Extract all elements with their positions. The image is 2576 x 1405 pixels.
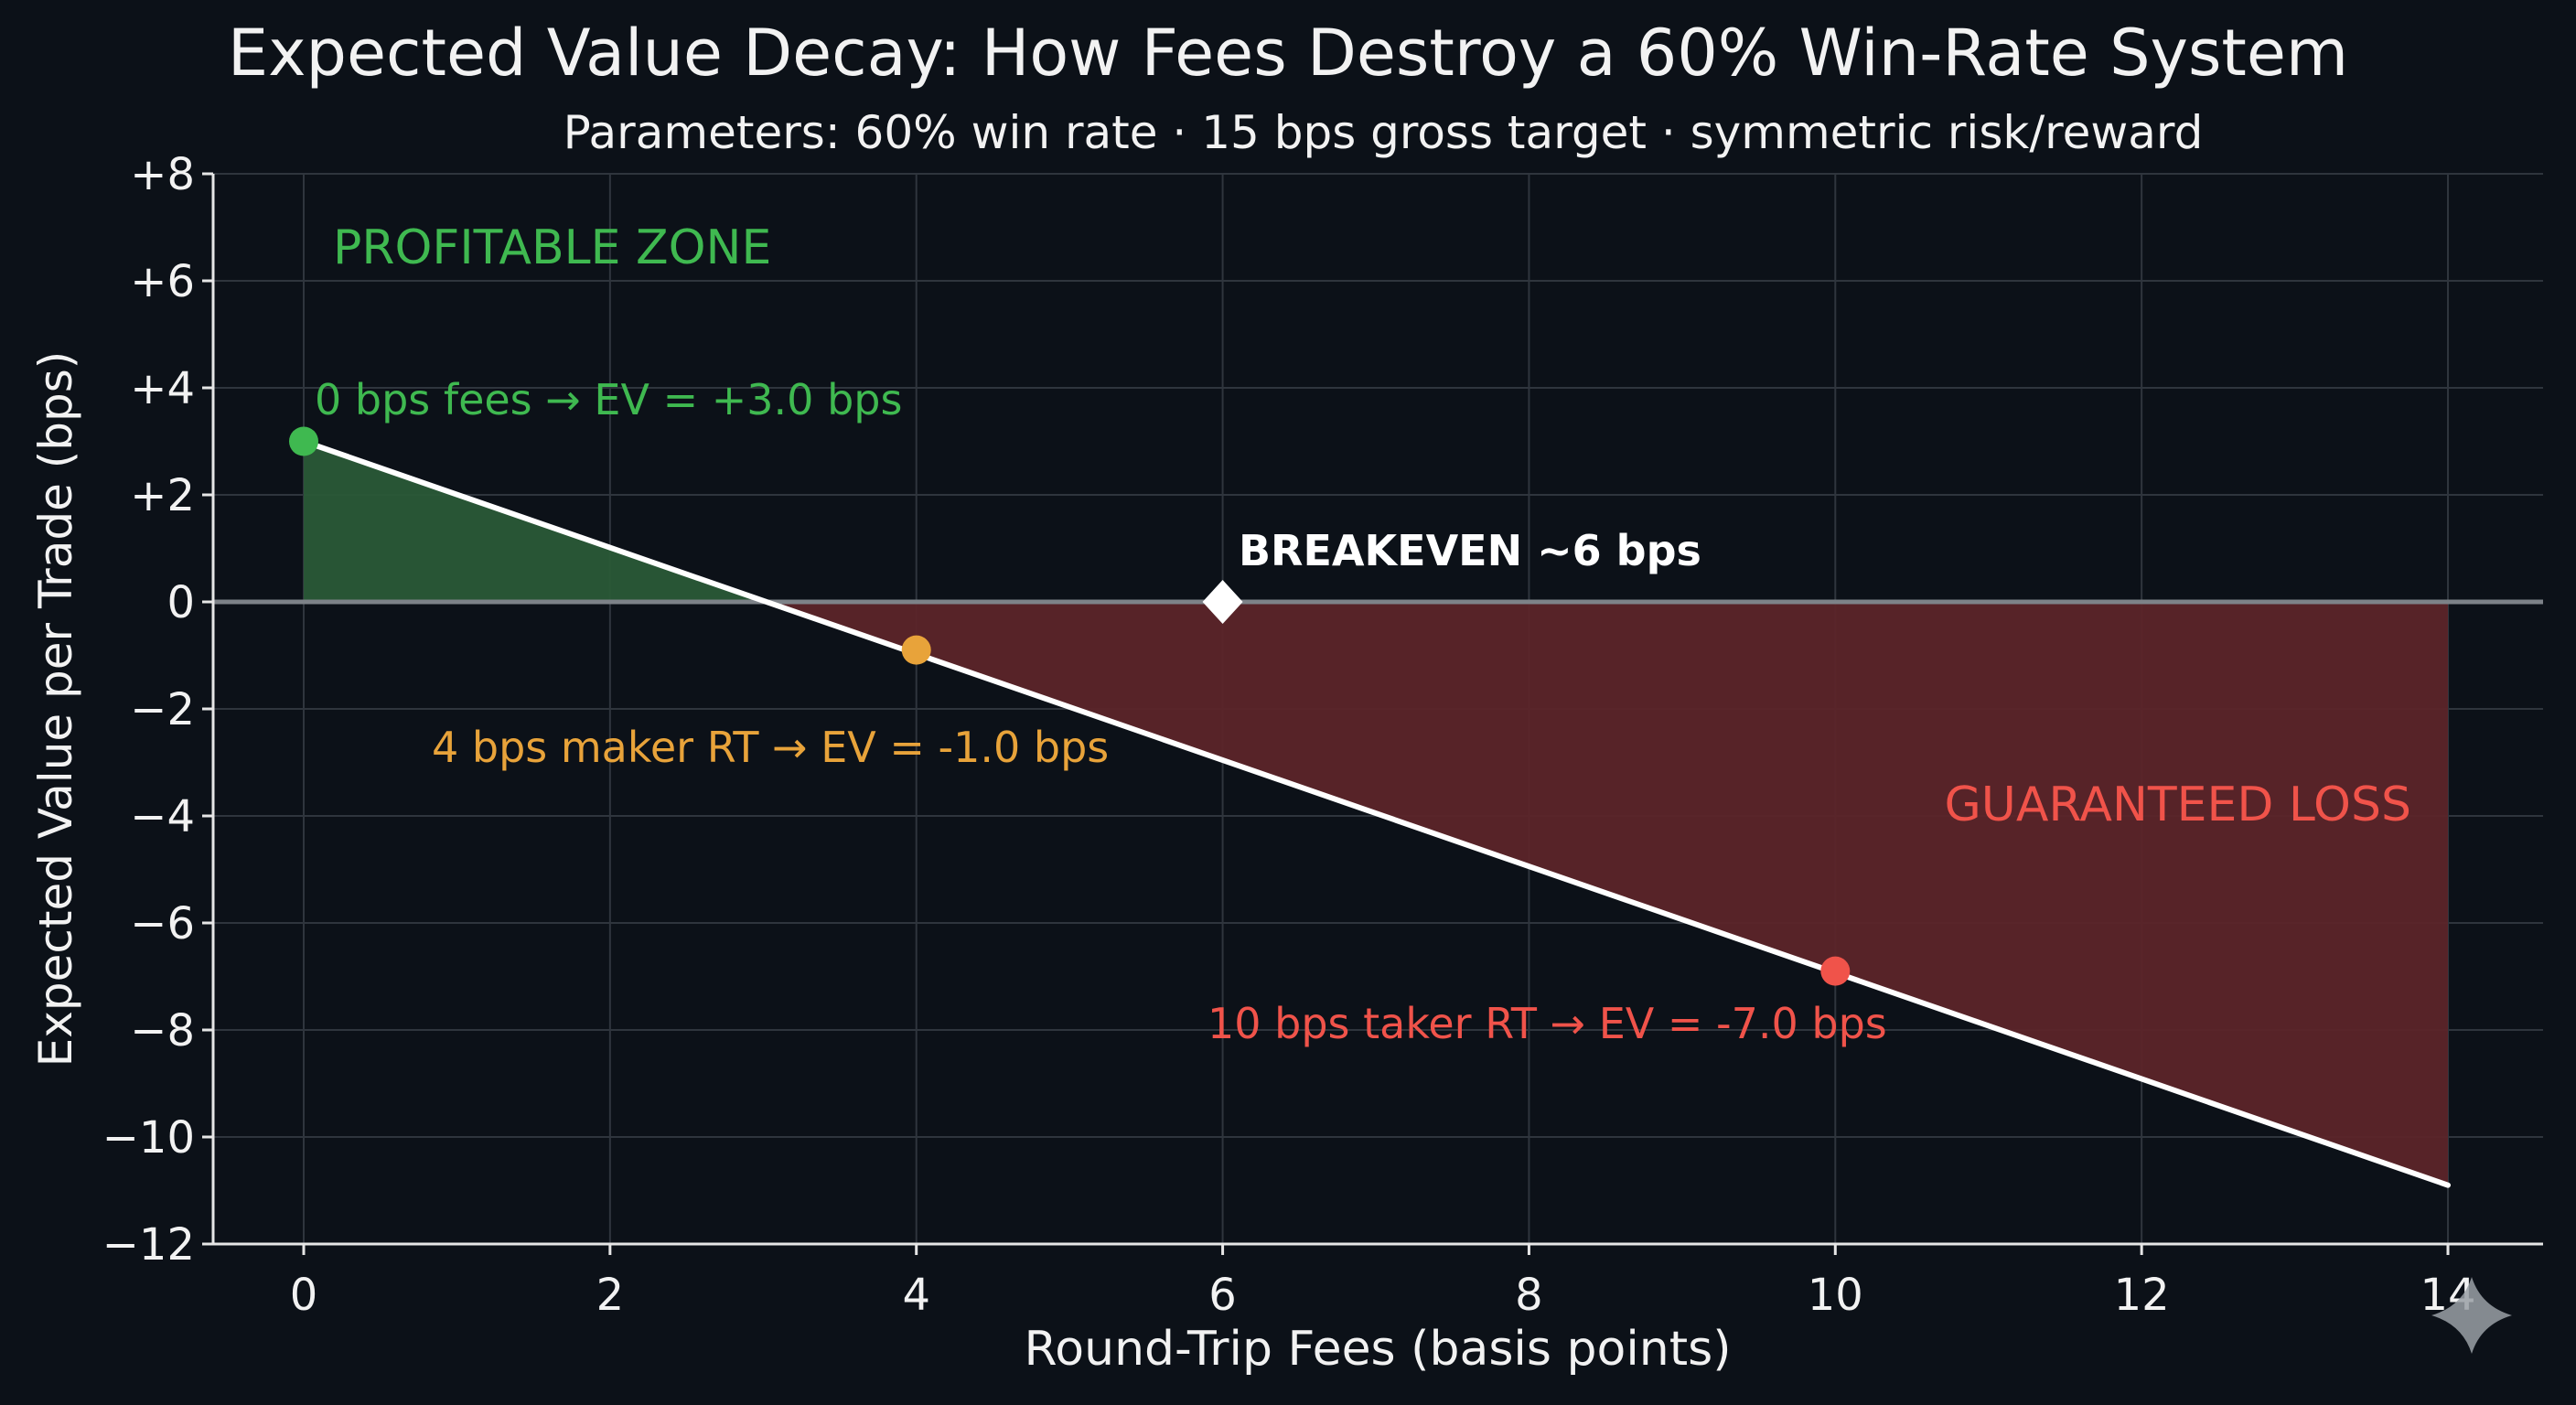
y-tick-label: +6: [130, 256, 195, 307]
x-tick-label: 12: [2114, 1270, 2170, 1321]
y-tick-label: +2: [130, 470, 195, 521]
annotations: PROFITABLE ZONE GUARANTEED LOSS 0 bps fe…: [315, 220, 2411, 1048]
chart-title: Expected Value Decay: How Fees Destroy a…: [228, 16, 2348, 91]
x-tick-label: 0: [290, 1270, 318, 1321]
data-point-0: [289, 426, 318, 456]
breakeven-marker: [1202, 580, 1243, 624]
x-tick-label: 10: [1808, 1270, 1863, 1321]
sparkle-watermark-icon: [2431, 1277, 2512, 1354]
y-tick-label: −6: [130, 898, 195, 949]
y-tick-label: −12: [102, 1219, 195, 1271]
point-label-0: 0 bps fees → EV = +3.0 bps: [315, 375, 902, 424]
point-label-1: 4 bps maker RT → EV = -1.0 bps: [432, 723, 1109, 772]
breakeven-label: BREAKEVEN ~6 bps: [1239, 526, 1701, 575]
y-tick-label: −2: [130, 684, 195, 735]
x-tick-label: 2: [596, 1270, 625, 1321]
y-tick-label: −4: [130, 791, 195, 842]
y-tick-label: +4: [130, 363, 195, 414]
point-label-2: 10 bps taker RT → EV = -7.0 bps: [1208, 999, 1887, 1048]
y-axis-label: Expected Value per Trade (bps): [29, 351, 82, 1067]
chart-subtitle: Parameters: 60% win rate · 15 bps gross …: [564, 106, 2204, 159]
data-point-2: [1820, 956, 1851, 986]
y-tick-label: −8: [130, 1005, 195, 1056]
profit-zone-label: PROFITABLE ZONE: [333, 220, 771, 275]
x-tick-label: 8: [1515, 1270, 1543, 1321]
series: [289, 426, 2451, 1188]
y-tick-label: −10: [102, 1112, 195, 1164]
x-axis-label: Round-Trip Fees (basis points): [1025, 1322, 1732, 1377]
data-point-1: [901, 635, 931, 665]
ev-line: [301, 438, 2451, 1188]
y-tick-label: +8: [130, 149, 195, 200]
y-tick-label: 0: [166, 577, 195, 628]
loss-zone-label: GUARANTEED LOSS: [1944, 778, 2411, 832]
ticks: 0 2 4 6 8 10 12 14+8+6+4+20−2−4−6−8−10−12: [102, 149, 2476, 1321]
x-tick-label: 6: [1208, 1270, 1237, 1321]
x-tick-label: 4: [902, 1270, 930, 1321]
